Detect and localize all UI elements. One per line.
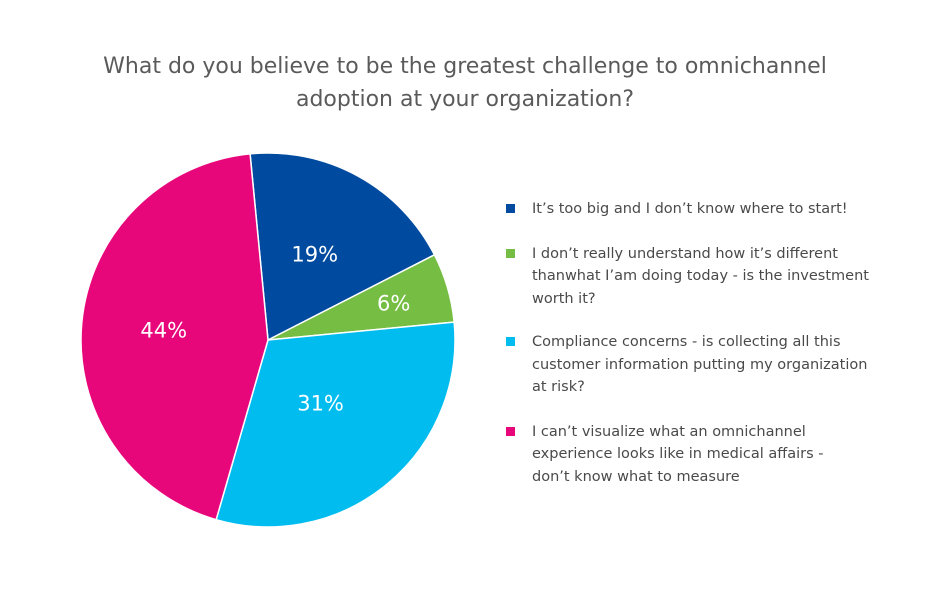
data-label-investment-worth: 6% <box>377 291 410 315</box>
legend-swatch-visualize <box>506 426 515 436</box>
legend-label-too-big: It’s too big and I don’t know where to s… <box>532 201 848 217</box>
legend-label-investment-worth: I don’t really understand how it’s diffe… <box>532 245 869 307</box>
legend-label-compliance: Compliance concerns - is collecting all … <box>532 334 868 395</box>
chart-title-line-2: adoption at your organization? <box>295 87 635 112</box>
chart-title: What do you believe to be the greatest c… <box>60 50 870 116</box>
pie-slice-too-big <box>249 152 436 342</box>
legend-swatch-too-big <box>506 204 515 213</box>
data-label-too-big: 19% <box>291 243 338 267</box>
legend-item-visualize: I can’t visualize what an omnichannel ex… <box>506 421 886 489</box>
legend-label-visualize: I can’t visualize what an omnichannel ex… <box>532 423 824 485</box>
legend-item-too-big: It’s too big and I don’t know where to s… <box>506 198 886 221</box>
legend-item-compliance: Compliance concerns - is collecting all … <box>506 331 886 399</box>
data-label-compliance: 31% <box>297 391 344 415</box>
legend-swatch-compliance <box>506 337 515 346</box>
legend-swatch-investment-worth <box>506 248 515 258</box>
legend: It’s too big and I don’t know where to s… <box>506 198 886 510</box>
pie-slice-visualize <box>80 153 269 521</box>
data-label-visualize: 44% <box>140 318 187 342</box>
legend-item-investment-worth: I don’t really understand how it’s diffe… <box>506 243 886 311</box>
pie-slice-compliance <box>215 321 456 528</box>
chart-title-line-1: What do you believe to be the greatest c… <box>103 54 827 79</box>
